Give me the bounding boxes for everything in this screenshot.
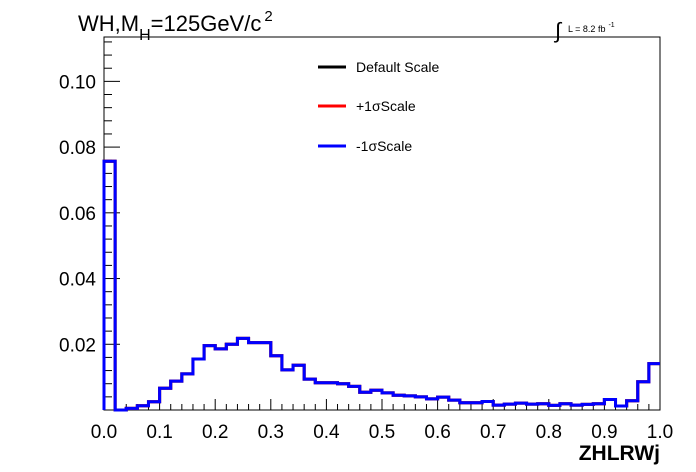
svg-text:WH,MH=125GeV/c2: WH,MH=125GeV/c 2 [78,8,273,44]
x-axis-label: ZHLRWj [579,442,660,465]
x-tick-label: 0.2 [202,422,228,443]
y-tick-label: 0.08 [59,138,96,159]
x-tick-label: 0.9 [591,422,617,443]
luminosity-text: L = 8.2 fb [568,24,605,34]
x-tick-label: 0.7 [480,422,506,443]
x-tick-label: 0.4 [313,422,340,443]
luminosity-superscript: -1 [608,22,614,29]
x-tick-label: 0.6 [424,422,450,443]
legend-label-1: +1σScale [356,98,416,114]
y-tick-label: 0.04 [59,270,96,291]
y-tick-label: 0.06 [59,204,96,225]
x-tick-label: 0.5 [369,422,395,443]
x-tick-label: 0.3 [258,422,284,443]
svg-text:L = 8.2 fb-1: L = 8.2 fb -1 [568,22,615,34]
title-subscript: H [139,27,151,44]
x-tick-label: 1.0 [647,422,673,443]
luminosity-label: ∫ L = 8.2 fb -1 [553,18,615,43]
y-tick-label: 0.10 [59,72,96,93]
legend: Default Scale +1σScale -1σScale [318,59,439,154]
title-superscript: 2 [264,8,272,25]
series-line-2 [102,159,660,412]
title: WH,MH=125GeV/c 2 [78,8,273,44]
x-tick-label: 0.0 [91,422,117,443]
legend-label-2: -1σScale [356,138,412,154]
x-axis: 0.0 0.1 0.2 0.3 0.4 0.5 0.6 0.7 0.8 0.9 1.0 [91,399,673,443]
x-tick-label: 0.1 [146,422,172,443]
legend-label-0: Default Scale [356,59,439,75]
integral-symbol: ∫ [553,18,563,43]
title-main: WH,M [78,11,139,36]
y-tick-label: 0.02 [59,335,96,356]
title-rest: =125GeV/c [151,11,262,36]
series-layer [102,159,660,412]
x-tick-label: 0.8 [536,422,562,443]
y-axis: 0.02 0.04 0.06 0.08 0.10 [59,41,120,411]
